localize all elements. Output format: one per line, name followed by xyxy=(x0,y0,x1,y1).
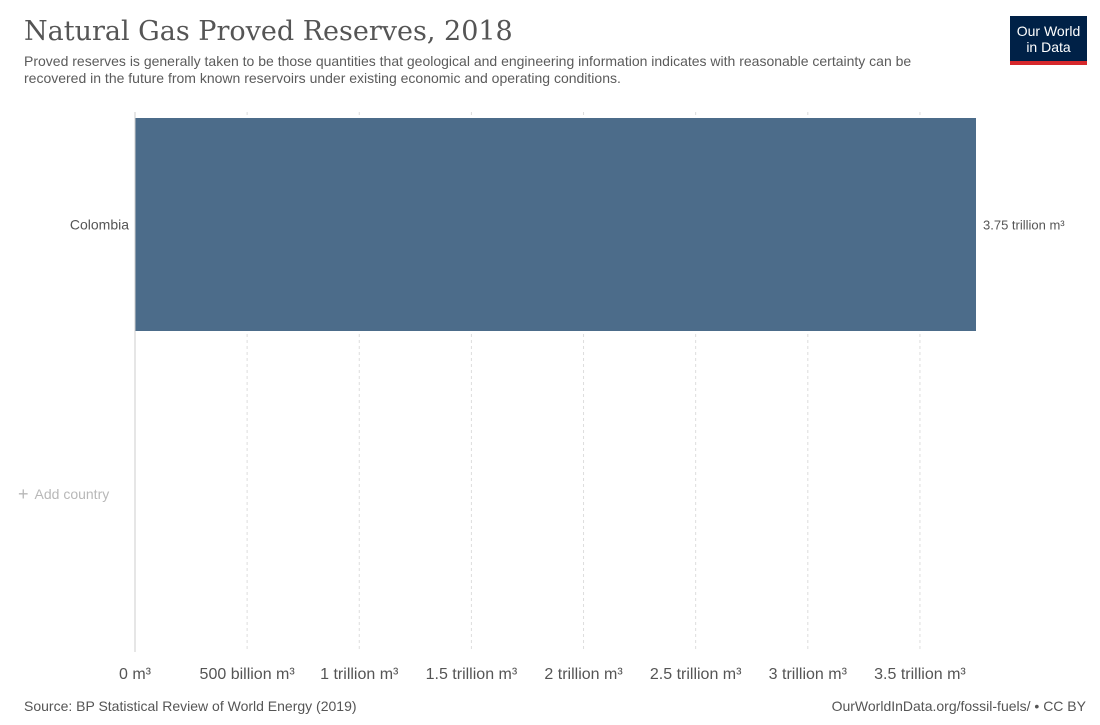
logo-line-1: Our World xyxy=(1016,23,1081,39)
chart-title: Natural Gas Proved Reserves, 2018 xyxy=(24,16,513,47)
x-tick-label: 1.5 trillion m³ xyxy=(426,666,518,683)
logo-line-2: in Data xyxy=(1026,39,1071,55)
bars: Colombia 3.75 trillion m³ xyxy=(70,118,1065,331)
x-tick-label: 3 trillion m³ xyxy=(769,666,848,683)
x-tick-label: 2 trillion m³ xyxy=(544,666,623,683)
x-tick-label: 500 billion m³ xyxy=(200,666,296,683)
plus-icon: + xyxy=(18,484,29,504)
x-tick-label: 1 trillion m³ xyxy=(320,666,399,683)
add-country-label: Add country xyxy=(34,486,110,502)
chart-subtitle: Proved reserves is generally taken to be… xyxy=(24,53,912,86)
bar xyxy=(135,118,976,331)
owid-logo[interactable]: Our World in Data xyxy=(1010,16,1087,65)
data-label: 3.75 trillion m³ xyxy=(983,218,1065,233)
x-tick-label: 2.5 trillion m³ xyxy=(650,666,742,683)
x-tick-label: 3.5 trillion m³ xyxy=(874,666,966,683)
x-tick-label: 0 m³ xyxy=(119,666,152,683)
category-label: Colombia xyxy=(70,217,129,233)
add-country-button[interactable]: + Add country xyxy=(18,484,109,505)
x-axis-ticks: 0 m³ 500 billion m³ 1 trillion m³ 1.5 trill… xyxy=(119,666,966,683)
footer-link[interactable]: OurWorldInData.org/fossil-fuels/ • CC BY xyxy=(831,698,1086,714)
source-note: Source: BP Statistical Review of World E… xyxy=(24,698,357,714)
